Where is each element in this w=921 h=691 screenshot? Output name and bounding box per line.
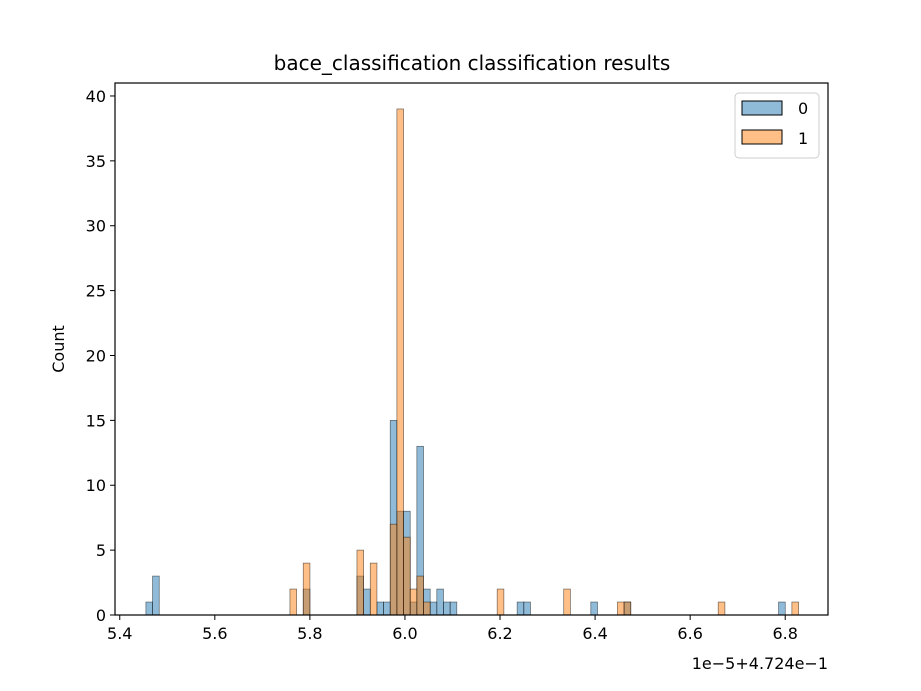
x-tick-label-2: 5.8 [297,624,322,643]
bar-series-1-6 [403,536,411,616]
bar-series-1-4 [389,523,398,616]
x-tick-label-0: 5.4 [107,624,132,643]
x-tick-label-1: 5.6 [202,624,227,643]
bar-series-0-1 [152,575,160,616]
legend: 0 1 [734,92,820,159]
bar-series-0-6 [383,601,391,616]
bar-series-0-15 [443,601,451,616]
bar-series-0-14 [436,588,444,616]
bar-series-0-18 [523,601,531,616]
x-offset-label: 1e−5+4.724e−1 [692,654,828,673]
bar-series-1-10 [496,588,505,616]
bar-series-1-0 [289,588,297,616]
bar-series-1-12 [617,601,625,616]
plot-frame [114,82,829,616]
y-tick-label-5: 25 [86,282,106,301]
bar-series-1-1 [302,562,311,616]
y-tick-label-2: 10 [86,476,106,495]
bar-series-1-3 [369,562,378,616]
bar-series-1-14 [717,601,726,616]
y-tick-label-0: 0 [96,606,106,625]
bar-series-0-17 [516,601,525,616]
legend-swatch-0 [741,100,783,116]
legend-label-1: 1 [798,129,808,148]
x-tick-label-5: 6.4 [582,624,607,643]
y-axis: 0 5 10 15 20 25 30 35 40 [86,87,115,625]
y-axis-label: Count [49,325,68,373]
x-axis: 5.4 5.6 5.8 6.0 6.2 6.4 6.6 6.8 [107,615,798,643]
bar-series-0-19 [590,601,598,616]
chart-title: bace_classification classification resul… [274,51,671,75]
bar-series-1-5 [396,108,404,616]
bar-series-0-16 [449,601,458,616]
bar-series-1-13 [623,601,632,616]
bar-series-0-21 [778,601,786,616]
bar-series-1-15 [791,601,799,616]
bar-series-1-2 [356,549,364,616]
y-tick-label-6: 30 [86,217,106,236]
x-tick-label-3: 6.0 [392,624,417,643]
bar-series-1-7 [409,588,418,616]
bar-series-1-9 [423,601,431,616]
bar-series-0-5 [376,601,384,616]
x-tick-label-7: 6.8 [772,624,797,643]
y-tick-label-3: 15 [86,411,106,430]
x-tick-label-4: 6.2 [487,624,512,643]
bar-series-0-13 [429,601,438,616]
y-tick-label-4: 20 [86,346,106,365]
bar-series-1-8 [416,575,424,616]
bar-series-0-4 [363,588,371,616]
y-tick-label-8: 40 [86,87,106,106]
y-tick-label-1: 5 [96,541,106,560]
y-tick-label-7: 35 [86,152,106,171]
bar-series-0-0 [145,601,153,616]
x-tick-label-6: 6.6 [677,624,702,643]
bar-series-1-11 [563,588,571,616]
legend-label-0: 0 [798,99,808,118]
legend-swatch-1 [741,129,783,145]
